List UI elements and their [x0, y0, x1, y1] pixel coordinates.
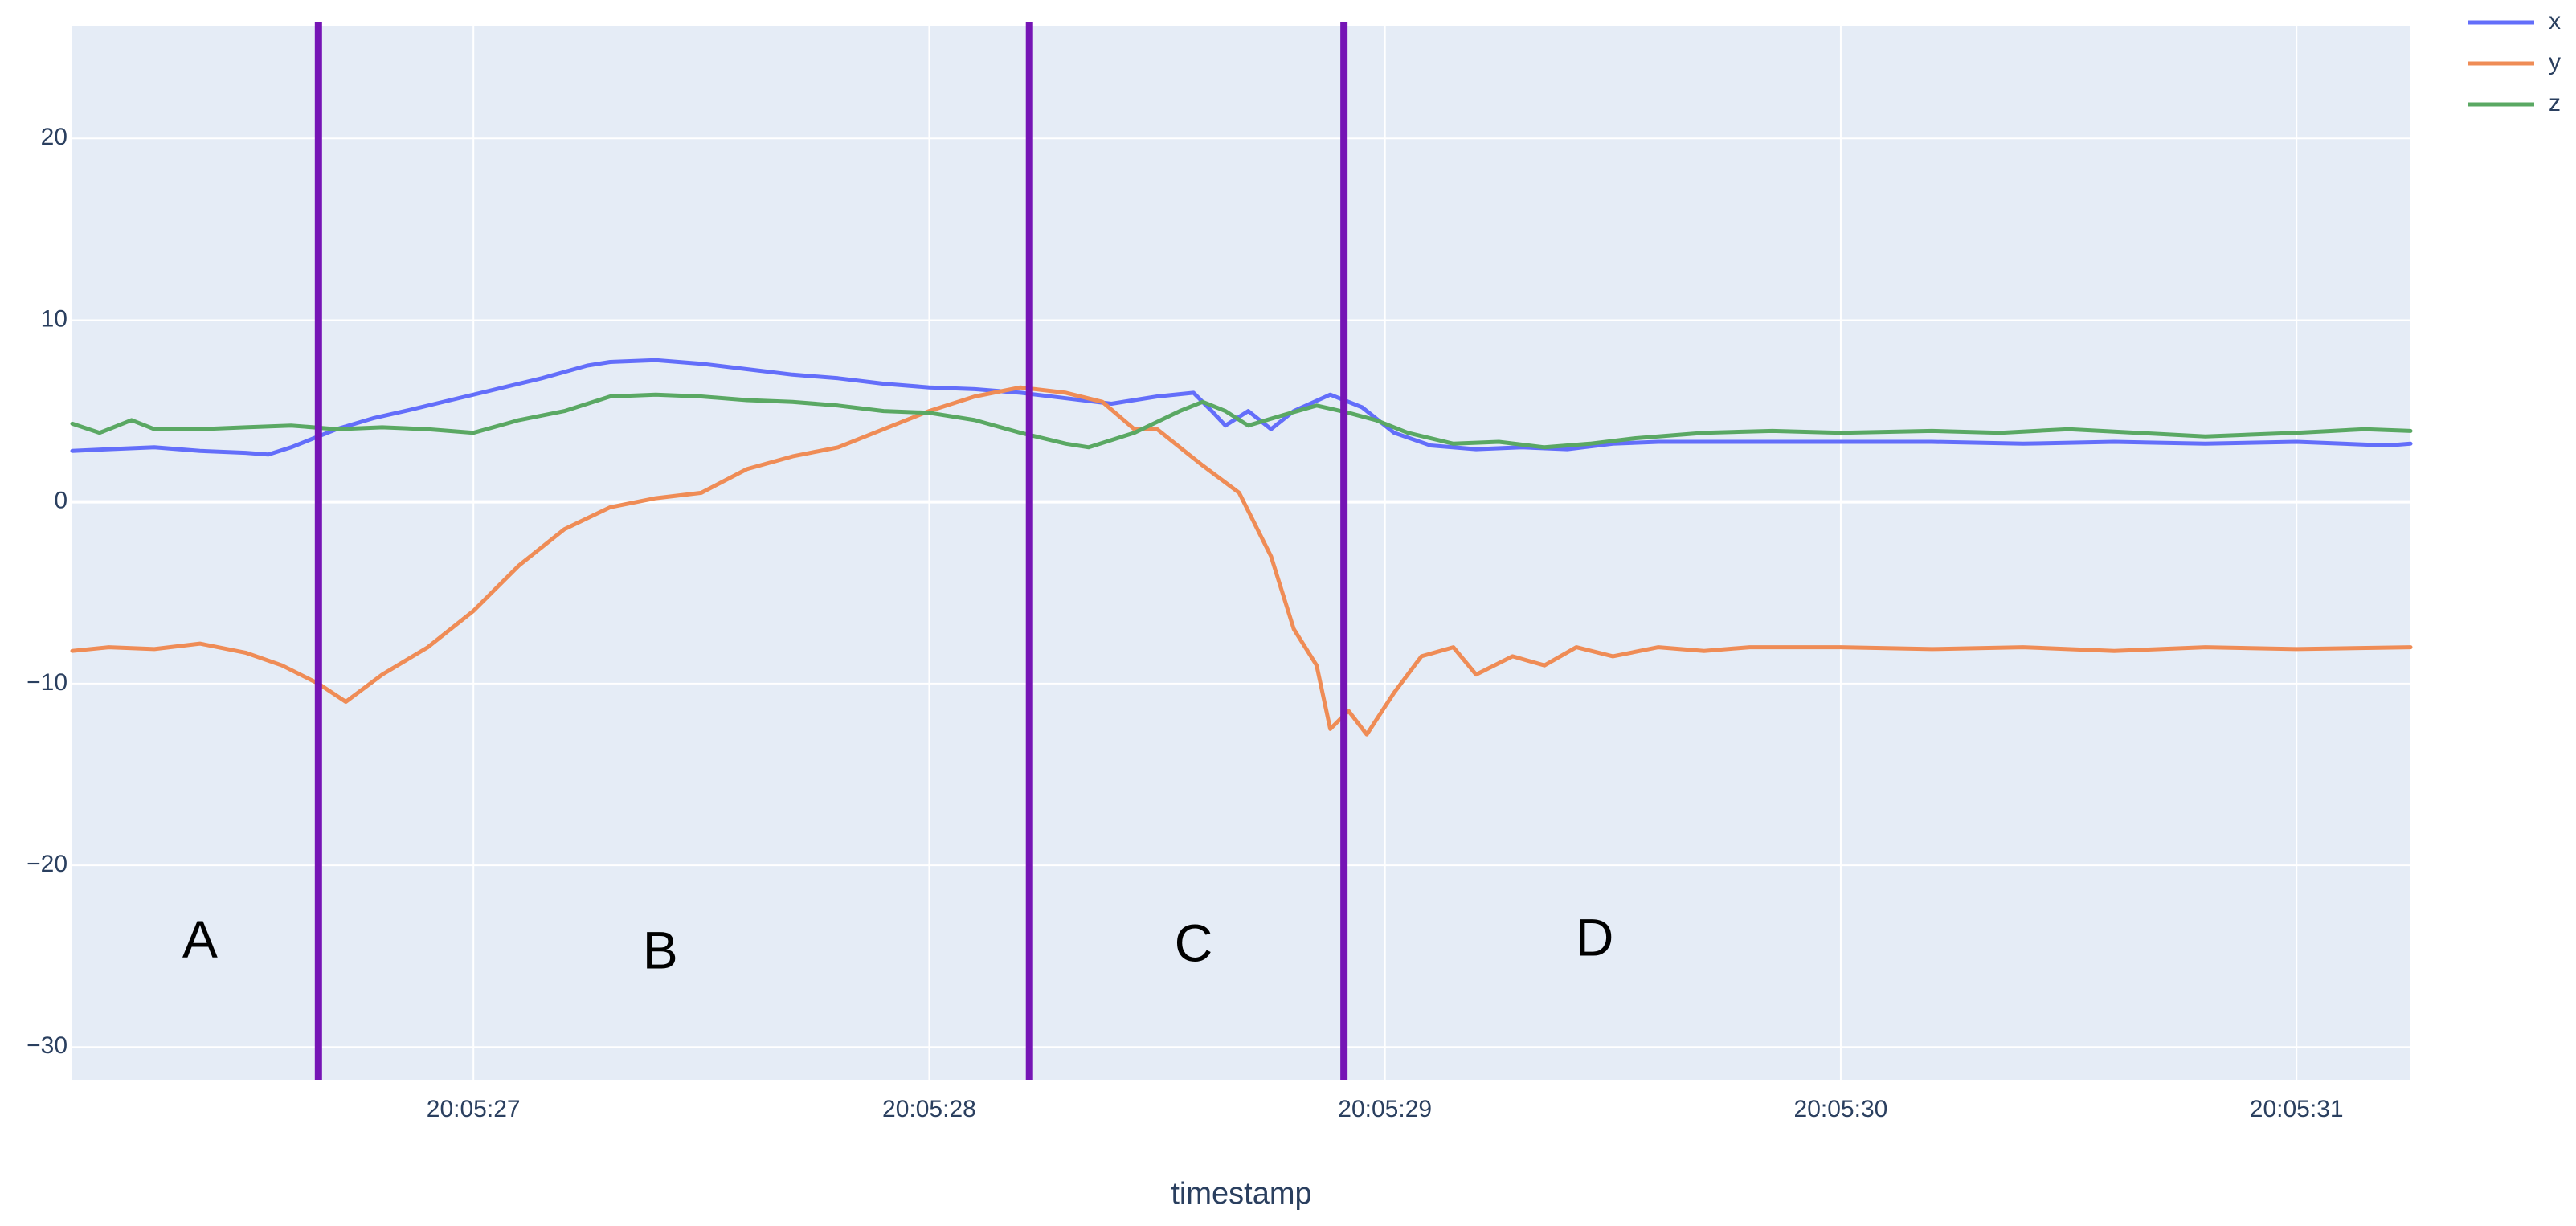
- series-line-y: [70, 385, 2413, 737]
- y-tick-label: 10: [41, 305, 67, 332]
- series-line-x: [70, 358, 2413, 457]
- plot-background: [72, 26, 2410, 1080]
- legend-label-y: y: [2549, 49, 2561, 76]
- y-tick-label: −10: [27, 669, 67, 696]
- region-label-c: C: [1175, 913, 1213, 972]
- region-annotations: A B C D: [182, 908, 1614, 980]
- y-tick-label: −30: [27, 1032, 67, 1059]
- y-tick-labels: 20 10 0 −10 −20 −30: [27, 124, 67, 1059]
- region-label-a: A: [182, 909, 218, 969]
- vertical-markers: [314, 22, 1348, 1080]
- x-tick-label: 20:05:28: [882, 1096, 976, 1122]
- legend-item-y[interactable]: y: [2468, 49, 2561, 76]
- legend-item-x[interactable]: x: [2468, 8, 2561, 35]
- x-tick-label: 20:05:27: [427, 1096, 521, 1122]
- y-tick-label: 0: [54, 488, 67, 514]
- y-tick-label: 20: [41, 124, 67, 150]
- x-tick-label: 20:05:30: [1794, 1096, 1888, 1122]
- series-lines: [70, 358, 2413, 737]
- region-label-d: D: [1576, 908, 1614, 967]
- legend-label-z: z: [2549, 90, 2561, 116]
- x-tick-labels: 20:05:27 20:05:28 20:05:29 20:05:30 20:05:31: [427, 1096, 2344, 1122]
- y-tick-label: −20: [27, 851, 67, 877]
- series-line-z: [70, 392, 2413, 450]
- x-tick-label: 20:05:29: [1338, 1096, 1432, 1122]
- legend-label-x: x: [2549, 8, 2561, 35]
- region-label-b: B: [643, 920, 678, 979]
- x-axis-title: timestamp: [1171, 1177, 1311, 1211]
- legend-item-z[interactable]: z: [2468, 90, 2561, 116]
- x-tick-label: 20:05:31: [2250, 1096, 2344, 1122]
- gridlines: [72, 26, 2410, 1080]
- legend[interactable]: xyz: [2468, 8, 2561, 116]
